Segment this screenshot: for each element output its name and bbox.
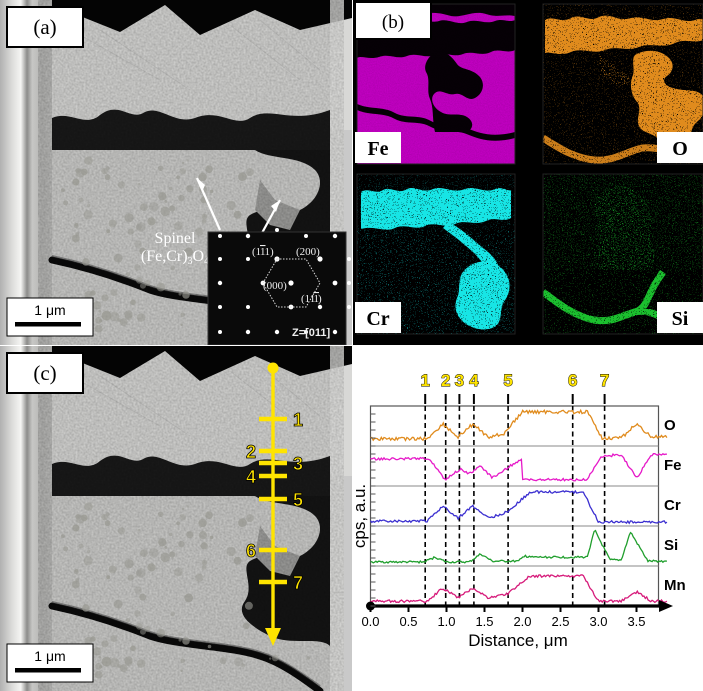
svg-text:3: 3 [455,371,464,390]
svg-text:Cr: Cr [664,497,681,514]
svg-text:Fe: Fe [367,138,388,160]
svg-text:Cr: Cr [366,308,389,330]
svg-text:5: 5 [503,371,512,390]
svg-text:O: O [664,417,676,434]
svg-text:0.5: 0.5 [399,614,417,629]
svg-text:Mn: Mn [664,577,686,594]
svg-text:3: 3 [293,454,303,474]
svg-text:7: 7 [293,573,303,593]
svg-text:0.0: 0.0 [361,614,379,629]
svg-text:1.5: 1.5 [475,614,493,629]
svg-text:Si: Si [672,308,689,330]
svg-text:6: 6 [568,371,577,390]
svg-text:cps, a.u.: cps, a.u. [353,484,369,548]
svg-text:1 μm: 1 μm [34,648,65,664]
svg-text:Si: Si [664,537,678,554]
svg-text:6: 6 [246,541,256,561]
svg-text:(a): (a) [33,15,56,39]
svg-text:1.0: 1.0 [437,614,455,629]
svg-text:Z=[011]: Z=[011] [292,327,331,339]
svg-text:5: 5 [293,490,303,510]
svg-text:4: 4 [469,371,479,390]
svg-text:(Fe,Cr)3O4: (Fe,Cr)3O4 [141,248,209,267]
svg-text:1: 1 [420,371,429,390]
svg-text:2: 2 [246,442,256,462]
svg-text:2.0: 2.0 [513,614,531,629]
svg-text:(000): (000) [263,280,287,292]
svg-text:Distance, μm: Distance, μm [468,631,568,650]
svg-text:1: 1 [293,410,303,430]
svg-text:2: 2 [441,371,450,390]
svg-text:7: 7 [600,371,609,390]
svg-text:O: O [672,138,688,160]
svg-text:3.0: 3.0 [589,614,607,629]
svg-text:Fe: Fe [664,457,682,474]
svg-text:Spinel: Spinel [155,230,196,247]
svg-text:1 μm: 1 μm [34,302,65,318]
svg-text:4: 4 [246,467,256,487]
svg-text:3.5: 3.5 [627,614,645,629]
svg-text:1): 1) [265,246,275,258]
svg-text:(c): (c) [33,361,56,385]
svg-text:(200): (200) [296,246,320,258]
svg-text:2.5: 2.5 [551,614,569,629]
svg-text:): ) [318,293,322,305]
svg-text:(b): (b) [382,12,404,33]
